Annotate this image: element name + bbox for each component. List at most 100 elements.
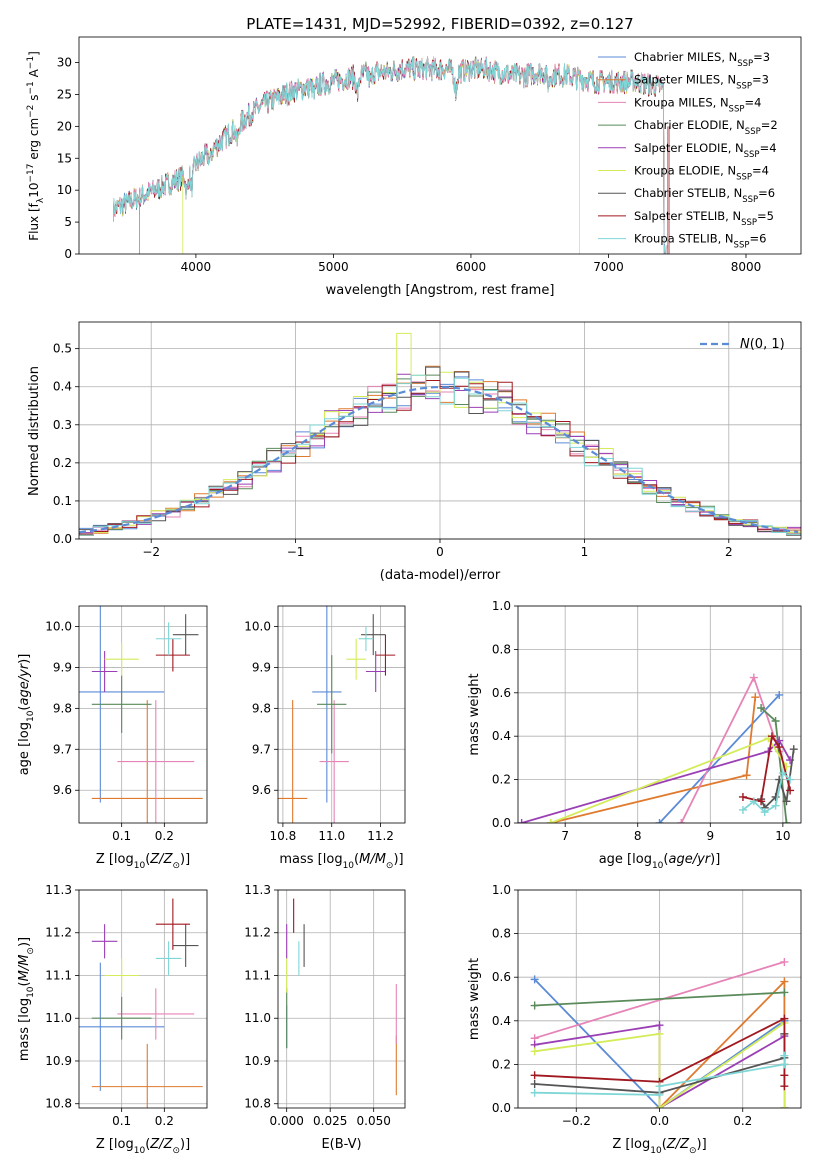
weight-marker — [655, 1082, 664, 1091]
tick-label-y: 0.2 — [53, 456, 72, 470]
weight-marker — [780, 1104, 789, 1108]
tick-label-x: 6000 — [456, 260, 487, 274]
weight-marker — [655, 819, 664, 823]
tick-label-x: 0 — [436, 545, 444, 559]
y-axis-label: Flux [fλ10−17 erg cm−2 s−1 A−1] — [26, 51, 46, 241]
tick-label-y: 0.1 — [53, 494, 72, 508]
y-axis-label: age [log10(age/yr)] — [17, 654, 36, 776]
y-axis-label: mass [log10(M/M⊙)] — [17, 937, 36, 1061]
tick-label-y: 25 — [57, 87, 72, 101]
tick-label-x: −1 — [287, 545, 305, 559]
weight-marker — [530, 1071, 539, 1080]
tick-label-x: 0.050 — [357, 1114, 391, 1128]
tick-label-x: 0.1 — [112, 829, 131, 843]
tick-label-y: 0.5 — [53, 342, 72, 356]
weight-marker — [530, 1047, 539, 1056]
weight-marker — [786, 775, 795, 784]
tick-label-x: −0.2 — [562, 1114, 591, 1128]
tick-label-x: 8000 — [731, 260, 762, 274]
x-axis-label: Z [log10(Z/Z⊙)] — [96, 1137, 190, 1156]
weight-series-1 — [658, 979, 786, 1108]
tick-label-y: 0.4 — [492, 729, 511, 743]
tick-label-y: 5 — [64, 215, 72, 229]
weight-marker — [738, 805, 747, 814]
tick-label-y: 0.4 — [492, 1014, 511, 1028]
legend: Chabrier MILES, NSSP=3 Salpeter MILES, NS… — [598, 50, 778, 251]
weight-marker — [749, 797, 758, 806]
tick-label-y: 11.1 — [244, 968, 271, 982]
weight-marker — [546, 819, 555, 823]
axes-frame — [517, 605, 802, 824]
tick-label-y: 0.6 — [492, 686, 511, 700]
legend-label: Salpeter MILES, NSSP=3 — [634, 73, 769, 92]
tick-label-x: 11.2 — [367, 829, 394, 843]
tick-label-x: 5000 — [318, 260, 349, 274]
tick-label-y: 10.9 — [244, 1054, 271, 1068]
histogram-series-8 — [79, 374, 801, 536]
tick-label-x: 8 — [634, 829, 642, 843]
legend-label: Chabrier ELODIE, NSSP=2 — [634, 118, 778, 137]
tick-label-y: 1.0 — [492, 883, 511, 897]
x-axis-label: (data-model)/error — [380, 568, 501, 583]
weight-marker — [775, 743, 784, 752]
tick-label-x: 0.000 — [270, 1114, 304, 1128]
weight-marker — [677, 819, 686, 823]
weight-marker — [780, 988, 789, 997]
tick-label-y: 0.2 — [492, 773, 511, 787]
weight-marker — [771, 801, 780, 810]
tick-label-y: 10.9 — [45, 1054, 72, 1068]
tick-label-y: 0.8 — [492, 642, 511, 656]
panel-residuals: −2 −1 0 1 2 0.0 0.1 0.2 0.3 0.4 0.5 N(0, 1) (data-mo… — [27, 321, 802, 583]
weight-marker — [530, 1088, 539, 1097]
plot-area — [113, 55, 670, 254]
weight-marker — [789, 745, 798, 754]
legend-label: Kroupa ELODIE, NSSP=4 — [634, 164, 769, 183]
panels-layer: 4000 5000 6000 7000 8000051015202530waveleng… — [17, 36, 802, 1156]
panel-age-vs-Z: 0.1 0.2 9.6 9.7 9.8 9.9 10.0 Z [log10(Z/Z⊙)] age… — [17, 605, 208, 871]
tick-label-y: 0.6 — [492, 970, 511, 984]
weight-marker — [655, 1029, 664, 1038]
tick-label-y: 0.0 — [53, 532, 72, 546]
tick-label-x: 0.2 — [733, 1114, 752, 1128]
tick-label-y: 9.8 — [252, 701, 271, 715]
axes-frame — [78, 321, 802, 540]
x-axis-label: wavelength [Angstrom, rest frame] — [326, 283, 555, 298]
x-axis-label: Z [log10(Z/Z⊙)] — [96, 852, 190, 871]
weight-marker — [780, 1014, 789, 1023]
x-axis-label: mass [log10(M/M⊙)] — [279, 852, 403, 871]
tick-label-x: 0.2 — [155, 1114, 174, 1128]
x-axis-label: Z [log10(Z/Z⊙)] — [612, 1137, 706, 1156]
spectrum-series-8 — [113, 56, 668, 254]
weight-series-3 — [534, 991, 785, 1007]
tick-label-x: 0.0 — [650, 1114, 669, 1128]
tick-label-y: 9.6 — [53, 783, 72, 797]
weight-marker — [767, 732, 776, 741]
tick-label-y: 0.3 — [53, 418, 72, 432]
weight-marker — [780, 1060, 789, 1069]
legend-label: Kroupa MILES, NSSP=4 — [634, 95, 761, 114]
weight-marker — [760, 808, 769, 817]
tick-label-y: 30 — [57, 56, 72, 70]
tick-label-y: 9.7 — [53, 742, 72, 756]
tick-label-x: 2 — [725, 545, 733, 559]
weight-marker — [757, 797, 766, 806]
plot-area — [79, 898, 203, 1108]
tick-label-x: 0.2 — [155, 829, 174, 843]
panel-spectrum: 4000 5000 6000 7000 8000 0 5 10 15 20 25 30 waveleng… — [26, 36, 802, 298]
weight-series-8 — [742, 771, 791, 814]
weight-marker — [782, 797, 791, 806]
weight-marker — [530, 1001, 539, 1010]
weight-series-0 — [658, 694, 780, 823]
weight-series-0 — [533, 978, 785, 1108]
tick-label-y: 9.7 — [252, 742, 271, 756]
weight-marker — [757, 703, 766, 712]
plot-area — [278, 606, 396, 823]
weight-marker — [780, 1082, 789, 1091]
weight-marker — [775, 690, 784, 699]
tick-label-y: 11.1 — [45, 968, 72, 982]
tick-label-y: 0.0 — [492, 816, 511, 830]
axes-frame — [78, 605, 208, 824]
tick-label-x: 1 — [581, 545, 589, 559]
tick-label-y: 11.3 — [244, 883, 271, 897]
